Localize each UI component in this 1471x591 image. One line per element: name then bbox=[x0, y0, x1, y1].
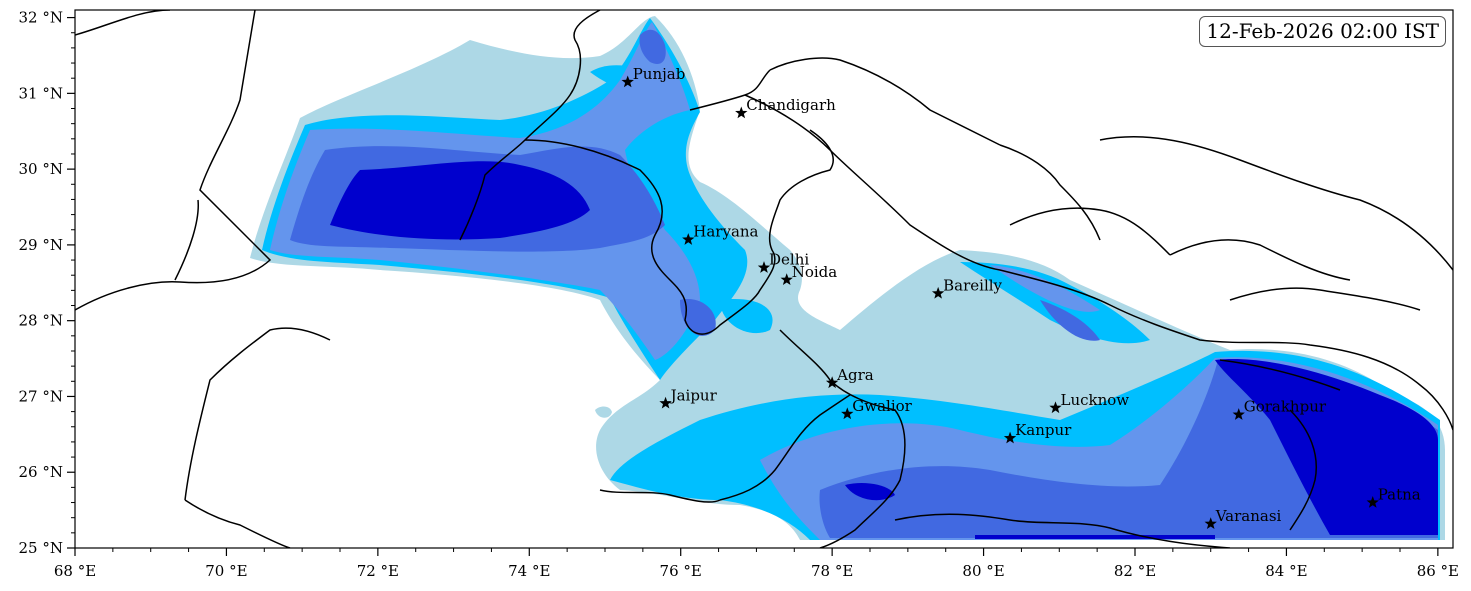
city-star-icon bbox=[1049, 401, 1062, 414]
y-tick-label: 27 °N bbox=[19, 387, 63, 405]
x-tick-label: 68 °E bbox=[54, 562, 96, 580]
city-label: Delhi bbox=[769, 251, 809, 269]
x-tick-label: 82 °E bbox=[1114, 562, 1156, 580]
city-label: Kanpur bbox=[1015, 421, 1072, 439]
x-tick-label: 72 °E bbox=[357, 562, 399, 580]
city-star-icon bbox=[841, 407, 854, 420]
city-label: Punjab bbox=[633, 65, 686, 83]
x-axis: 68 °E 70 °E 72 °E 74 °E 76 °E 78 °E 80 °E 82 °E… bbox=[54, 548, 1459, 580]
city-star-icon bbox=[825, 376, 839, 389]
plot-frame bbox=[74, 9, 1454, 549]
precip-level-5 bbox=[330, 161, 1438, 539]
x-tick-label: 80 °E bbox=[962, 562, 1004, 580]
x-tick-label: 76 °E bbox=[660, 562, 702, 580]
y-tick-label: 28 °N bbox=[19, 312, 63, 330]
y-axis: 25 °N 26 °N 27 °N 28 °N 29 °N 30 °N 31 °N 32 °N bbox=[19, 9, 75, 557]
x-tick-label: 74 °E bbox=[508, 562, 550, 580]
y-tick-label: 32 °N bbox=[19, 9, 63, 27]
y-tick-label: 26 °N bbox=[19, 463, 63, 481]
city-star-icon bbox=[1366, 496, 1379, 508]
y-tick-label: 30 °N bbox=[19, 160, 63, 178]
city-label: Lucknow bbox=[1061, 391, 1130, 409]
x-tick-label: 70 °E bbox=[205, 562, 247, 580]
x-tick-label: 84 °E bbox=[1265, 562, 1307, 580]
minor-ticks bbox=[71, 32, 1401, 552]
city-star-icon bbox=[757, 261, 771, 273]
timestamp-label: 12-Feb-2026 02:00 IST bbox=[1199, 16, 1446, 47]
city-label: Noida bbox=[792, 263, 838, 281]
city-star-icon bbox=[1232, 408, 1245, 420]
city-label: Agra bbox=[836, 366, 874, 384]
city-star-icon bbox=[931, 286, 945, 299]
city-star-icon bbox=[659, 396, 672, 409]
y-tick-label: 25 °N bbox=[19, 539, 63, 557]
city-star-icon bbox=[1204, 517, 1217, 530]
x-tick-label: 86 °E bbox=[1417, 562, 1459, 580]
y-tick-label: 31 °N bbox=[19, 84, 63, 102]
city-star-icon bbox=[621, 75, 634, 88]
city-label: Gwalior bbox=[852, 397, 912, 415]
city-label: Bareilly bbox=[943, 276, 1002, 294]
city-label: Patna bbox=[1378, 486, 1421, 504]
city-star-icon bbox=[735, 106, 748, 119]
city-label: Jaipur bbox=[669, 386, 718, 404]
boundary-lines bbox=[75, 10, 1453, 548]
city-star-icon bbox=[780, 273, 793, 286]
city-label: Varanasi bbox=[1215, 507, 1282, 525]
city-label: Chandigarh bbox=[746, 96, 836, 114]
city-label: Haryana bbox=[693, 223, 758, 241]
city-star-icon bbox=[682, 233, 695, 245]
city-label: Gorakhpur bbox=[1244, 398, 1327, 416]
city-star-icon bbox=[1003, 431, 1017, 444]
x-tick-label: 78 °E bbox=[811, 562, 853, 580]
y-tick-label: 29 °N bbox=[19, 236, 63, 254]
precipitation-layer bbox=[250, 16, 1445, 540]
